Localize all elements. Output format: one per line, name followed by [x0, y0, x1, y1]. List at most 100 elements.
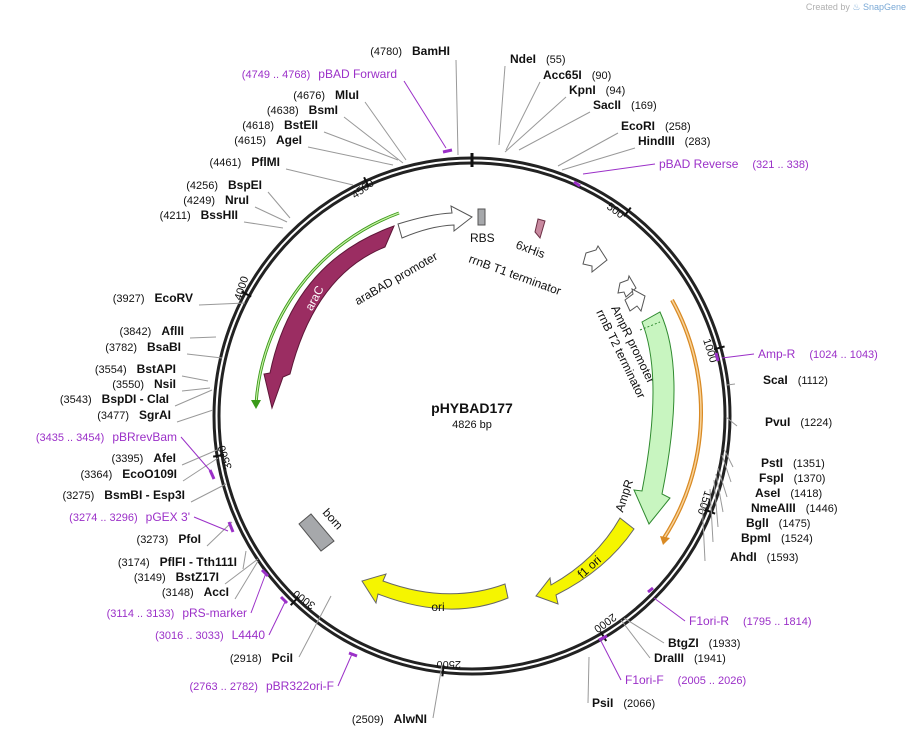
rbs-feature[interactable]: [477, 208, 486, 226]
restriction-site-pcii[interactable]: (2918) PciI: [230, 651, 293, 665]
svg-text:(3148)AccI: (3148) AccI: [162, 585, 229, 599]
restriction-site-nmeaiii[interactable]: NmeAIII (1446): [751, 501, 837, 515]
svg-text:(3395)AfeI: (3395) AfeI: [112, 451, 176, 465]
restriction-site-ecorv[interactable]: (3927) EcoRV: [113, 291, 193, 305]
restriction-site-bsabi[interactable]: (3782) BsaBI: [105, 340, 181, 354]
primer-f1ori-r[interactable]: F1ori-R (1795 .. 1814): [689, 614, 812, 628]
primer-binding-mark: [208, 469, 216, 480]
restriction-site-scai[interactable]: ScaI (1112): [763, 373, 828, 387]
6xhis-feature[interactable]: [534, 218, 546, 240]
restriction-site-afei[interactable]: (3395) AfeI: [112, 451, 176, 465]
ori-feature[interactable]: [361, 573, 509, 610]
site-name: HindIII: [638, 134, 675, 148]
arabad-promoter-feature[interactable]: [397, 205, 473, 239]
arac-feature[interactable]: [263, 225, 395, 410]
restriction-site-ndei[interactable]: NdeI (55): [510, 52, 566, 66]
primer-binding-mark: [442, 148, 453, 154]
primer-range: (4749 .. 4768): [242, 69, 311, 81]
site-position: (3543): [60, 394, 92, 406]
primer-pbad-reverse[interactable]: pBAD Reverse (321 .. 338): [659, 157, 809, 171]
restriction-site-pfoi[interactable]: (3273) PfoI: [137, 532, 201, 546]
primer-range: (2763 .. 2782): [189, 681, 258, 693]
restriction-site-ahdi[interactable]: AhdI (1593): [730, 550, 798, 564]
primer-range: (2005 .. 2026): [678, 675, 747, 687]
primer-name: F1ori-R: [689, 614, 729, 628]
restriction-site-bsmi[interactable]: (4638) BsmI: [267, 103, 338, 117]
svg-text:(3477)SgrAI: (3477) SgrAI: [97, 408, 171, 422]
site-labels: NdeI (55) Acc65I (90)KpnI (94)SacII (169) EcoR…: [36, 44, 878, 726]
restriction-site-bsteii[interactable]: (4618) BstEII: [242, 118, 318, 132]
restriction-site-aflii[interactable]: (3842) AflII: [120, 324, 184, 338]
tick-label-3000: 3000: [291, 587, 318, 611]
restriction-site-nrui[interactable]: (4249) NruI: [183, 193, 249, 207]
restriction-site-ecori[interactable]: EcoRI (258): [621, 119, 691, 133]
restriction-site-bsshii[interactable]: (4211) BssHII: [160, 208, 238, 222]
f1-ori-feature[interactable]: [535, 517, 635, 605]
site-name: BpmI: [741, 531, 771, 545]
site-name: AflII: [161, 324, 184, 338]
restriction-site-ecoo109i[interactable]: (3364) EcoO109I: [81, 467, 178, 481]
primer-pbad-forward[interactable]: (4749 .. 4768) pBAD Forward: [242, 67, 397, 81]
tick-4000: [241, 290, 252, 298]
primer-prs-marker[interactable]: (3114 .. 3133) pRS-marker: [107, 606, 247, 620]
site-position: (3550): [112, 379, 144, 391]
restriction-site-bspdi-clai[interactable]: (3543) BspDI - ClaI: [60, 392, 169, 406]
site-name: PflFI - Tth111I: [160, 555, 237, 569]
restriction-site-agei[interactable]: (4615) AgeI: [234, 133, 302, 147]
restriction-site-pflmi[interactable]: (4461) PflMI: [210, 155, 280, 169]
restriction-site-alwni[interactable]: (2509) AlwNI: [352, 712, 427, 726]
tick-500: [623, 206, 632, 217]
restriction-site-bpmi[interactable]: BpmI (1524): [741, 531, 813, 545]
primer-pgex-3-[interactable]: (3274 .. 3296) pGEX 3': [69, 510, 190, 524]
credit-brand: SnapGene: [862, 2, 906, 12]
restriction-site-hindiii[interactable]: HindIII (283): [638, 134, 710, 148]
restriction-site-mlui[interactable]: (4676) MluI: [293, 88, 359, 102]
site-position: (3782): [105, 342, 137, 354]
restriction-site-acci[interactable]: (3148) AccI: [162, 585, 229, 599]
rrnb-t1-terminator-feature[interactable]: [582, 244, 608, 274]
restriction-site-bgli[interactable]: BglI (1475): [746, 516, 810, 530]
restriction-site-draiii[interactable]: DraIII (1941): [654, 651, 726, 665]
tick-2500: [441, 665, 445, 677]
credit-prefix: Created by: [805, 2, 850, 12]
primer-range: (3274 .. 3296): [69, 512, 138, 524]
svg-text:Amp-R(1024 .. 1043): Amp-R (1024 .. 1043): [758, 347, 878, 361]
ampr-promoter-feature[interactable]: [624, 288, 646, 313]
site-name: PsiI: [592, 696, 613, 710]
restriction-site-fspi[interactable]: FspI (1370): [759, 471, 825, 485]
restriction-site-psti[interactable]: PstI (1351): [761, 456, 825, 470]
rrnb-t2-terminator-feature[interactable]: [617, 274, 637, 298]
site-name: EcoO109I: [122, 467, 177, 481]
primer-f1ori-f[interactable]: F1ori-F (2005 .. 2026): [625, 673, 746, 687]
bom-feature[interactable]: [298, 513, 335, 552]
restriction-site-kpni[interactable]: KpnI (94): [569, 83, 625, 97]
restriction-site-btgzi[interactable]: BtgZI (1933): [668, 636, 740, 650]
primer-amp-r[interactable]: Amp-R (1024 .. 1043): [758, 347, 878, 361]
primer-pbrrevbam[interactable]: (3435 .. 3454) pBRrevBam: [36, 430, 177, 444]
site-name: NsiI: [154, 377, 176, 391]
svg-text:(3273)PfoI: (3273) PfoI: [137, 532, 201, 546]
restriction-site-bspei[interactable]: (4256) BspEI: [186, 178, 262, 192]
restriction-site-bstz17i[interactable]: (3149) BstZ17I: [134, 570, 219, 584]
primer-pbr322ori-f[interactable]: (2763 .. 2782) pBR322ori-F: [189, 679, 334, 693]
restriction-site-acc65i[interactable]: Acc65I (90): [543, 68, 611, 82]
restriction-site-sgrai[interactable]: (3477) SgrAI: [97, 408, 171, 422]
restriction-site-pflfi-tth111i[interactable]: (3174) PflFI - Tth111I: [118, 555, 237, 569]
plasmid-size: 4826 bp: [452, 419, 492, 431]
site-name: BsmBI - Esp3I: [104, 488, 185, 502]
site-position: (4249): [183, 195, 215, 207]
primer-binding-mark: [647, 586, 654, 594]
primer-l4440[interactable]: (3016 .. 3033) L4440: [155, 628, 265, 642]
restriction-site-nsii[interactable]: (3550) NsiI: [112, 377, 176, 391]
site-name: EcoRV: [155, 291, 193, 305]
restriction-site-bsmbi-esp3i[interactable]: (3275) BsmBI - Esp3I: [63, 488, 186, 502]
restriction-site-psii[interactable]: PsiI (2066): [592, 696, 655, 710]
restriction-site-bamhi[interactable]: (4780) BamHI: [370, 44, 450, 58]
restriction-site-sacii[interactable]: SacII (169): [593, 98, 657, 112]
restriction-site-bstapi[interactable]: (3554) BstAPI: [95, 362, 176, 376]
restriction-site-pvui[interactable]: PvuI (1224): [765, 415, 832, 429]
ampr-feature[interactable]: [633, 311, 675, 525]
primer-name: F1ori-F: [625, 673, 664, 687]
restriction-site-asei[interactable]: AseI (1418): [755, 486, 822, 500]
site-name: SgrAI: [139, 408, 171, 422]
